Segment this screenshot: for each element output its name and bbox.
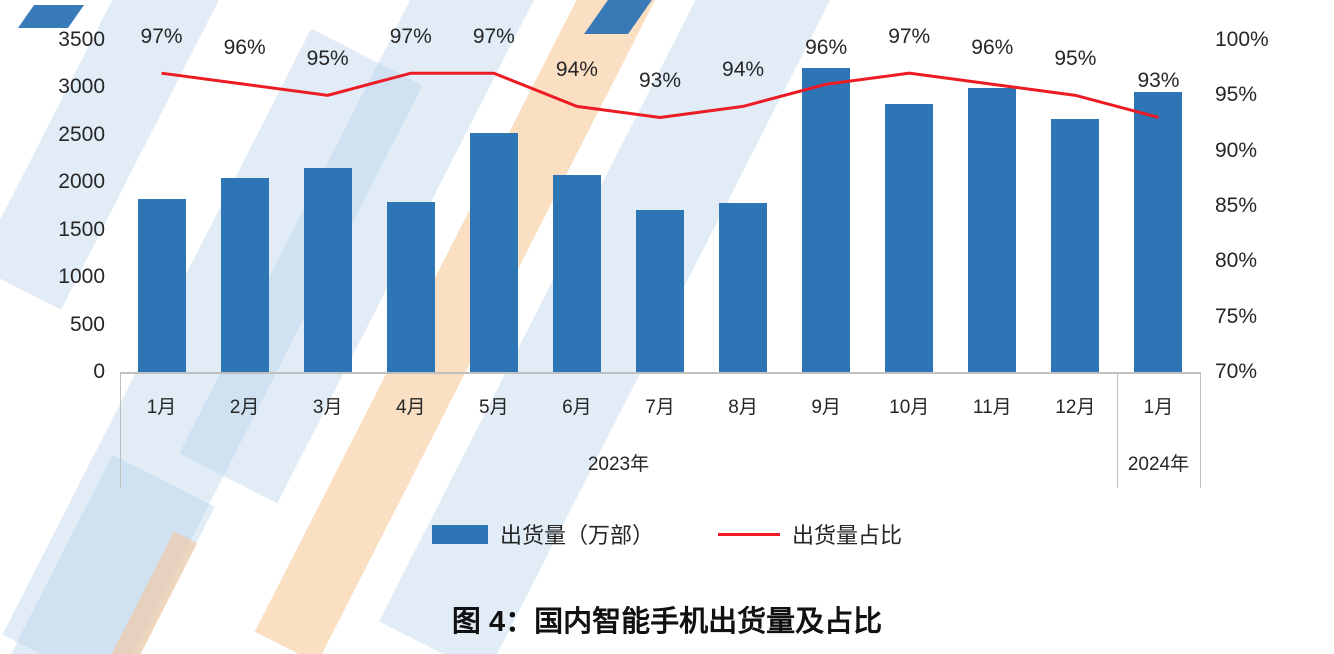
left-axis-tick-label: 3500 xyxy=(58,28,105,51)
shipment-bar xyxy=(1051,118,1100,372)
x-axis-month-label: 4月 xyxy=(395,397,426,418)
right-axis-tick-label: 75% xyxy=(1215,304,1258,328)
legend: 出货量（万部） 出货量占比 xyxy=(0,518,1334,550)
ratio-data-label: 93% xyxy=(638,69,682,93)
ratio-data-label: 94% xyxy=(555,58,598,82)
right-axis-tick-label: 100% xyxy=(1215,28,1269,51)
ratio-data-label: 97% xyxy=(140,25,183,49)
ratio-data-label: 96% xyxy=(805,36,848,60)
x-axis-month-label: 1月 xyxy=(1143,397,1174,418)
x-axis-separator xyxy=(1200,372,1201,488)
shipment-bar xyxy=(1134,92,1183,372)
x-axis-month-label: 3月 xyxy=(312,397,343,418)
ratio-data-label: 97% xyxy=(389,25,432,49)
shipment-bar xyxy=(968,88,1017,372)
left-axis-tick-label: 1000 xyxy=(58,265,105,289)
left-axis-tick-label: 2000 xyxy=(58,170,105,194)
shipment-bar xyxy=(137,199,186,372)
left-axis-tick-label: 500 xyxy=(69,312,105,336)
x-axis-month-label: 9月 xyxy=(811,397,841,418)
right-axis-tick-label: 80% xyxy=(1215,249,1258,273)
x-axis-month-label: 1月 xyxy=(146,397,177,418)
ratio-data-label: 97% xyxy=(472,25,515,49)
x-axis-separator xyxy=(1116,372,1118,488)
x-axis-month-label: 12月 xyxy=(1055,397,1096,418)
right-axis-tick-label: 70% xyxy=(1215,360,1258,383)
legend-line-label: 出货量占比 xyxy=(792,523,903,548)
x-axis-month-label: 6月 xyxy=(562,397,592,418)
left-axis-tick-label: 1500 xyxy=(58,217,105,241)
legend-bar-swatch xyxy=(431,524,488,544)
x-axis-month-label: 2月 xyxy=(229,397,260,418)
ratio-data-label: 95% xyxy=(1054,47,1097,71)
shipment-bar xyxy=(802,68,851,372)
x-axis-separator xyxy=(120,372,121,488)
shipment-bar xyxy=(885,103,934,372)
left-axis-tick-label: 2500 xyxy=(58,122,105,146)
shipment-bar xyxy=(719,203,768,372)
ratio-data-label: 97% xyxy=(888,25,931,49)
ratio-data-label: 93% xyxy=(1137,69,1180,93)
legend-bar-label: 出货量（万部） xyxy=(499,523,654,548)
x-axis-month-label: 8月 xyxy=(728,397,758,418)
right-axis-tick-label: 85% xyxy=(1215,194,1258,217)
x-axis-month-label: 11月 xyxy=(972,397,1012,418)
ratio-data-label: 95% xyxy=(306,47,349,71)
left-axis-tick-label: 0 xyxy=(93,360,105,383)
x-axis-month-label: 7月 xyxy=(645,397,675,418)
figure-title: 图 4：国内智能手机出货量及占比 xyxy=(451,606,883,638)
x-axis-month-label: 10月 xyxy=(889,397,930,418)
ratio-data-label: 96% xyxy=(971,36,1014,60)
right-axis-tick-label: 95% xyxy=(1215,83,1258,107)
ratio-data-label: 94% xyxy=(722,58,765,82)
x-axis-year-label: 2024年 xyxy=(1127,454,1190,475)
right-axis-tick-label: 90% xyxy=(1215,138,1258,162)
ratio-data-label: 96% xyxy=(223,36,266,60)
left-axis-tick-label: 3000 xyxy=(58,75,105,99)
x-axis-year-label: 2023年 xyxy=(587,454,650,475)
x-axis-month-label: 5月 xyxy=(479,397,509,418)
x-axis-line xyxy=(120,372,1200,374)
legend-line-swatch xyxy=(718,532,780,536)
